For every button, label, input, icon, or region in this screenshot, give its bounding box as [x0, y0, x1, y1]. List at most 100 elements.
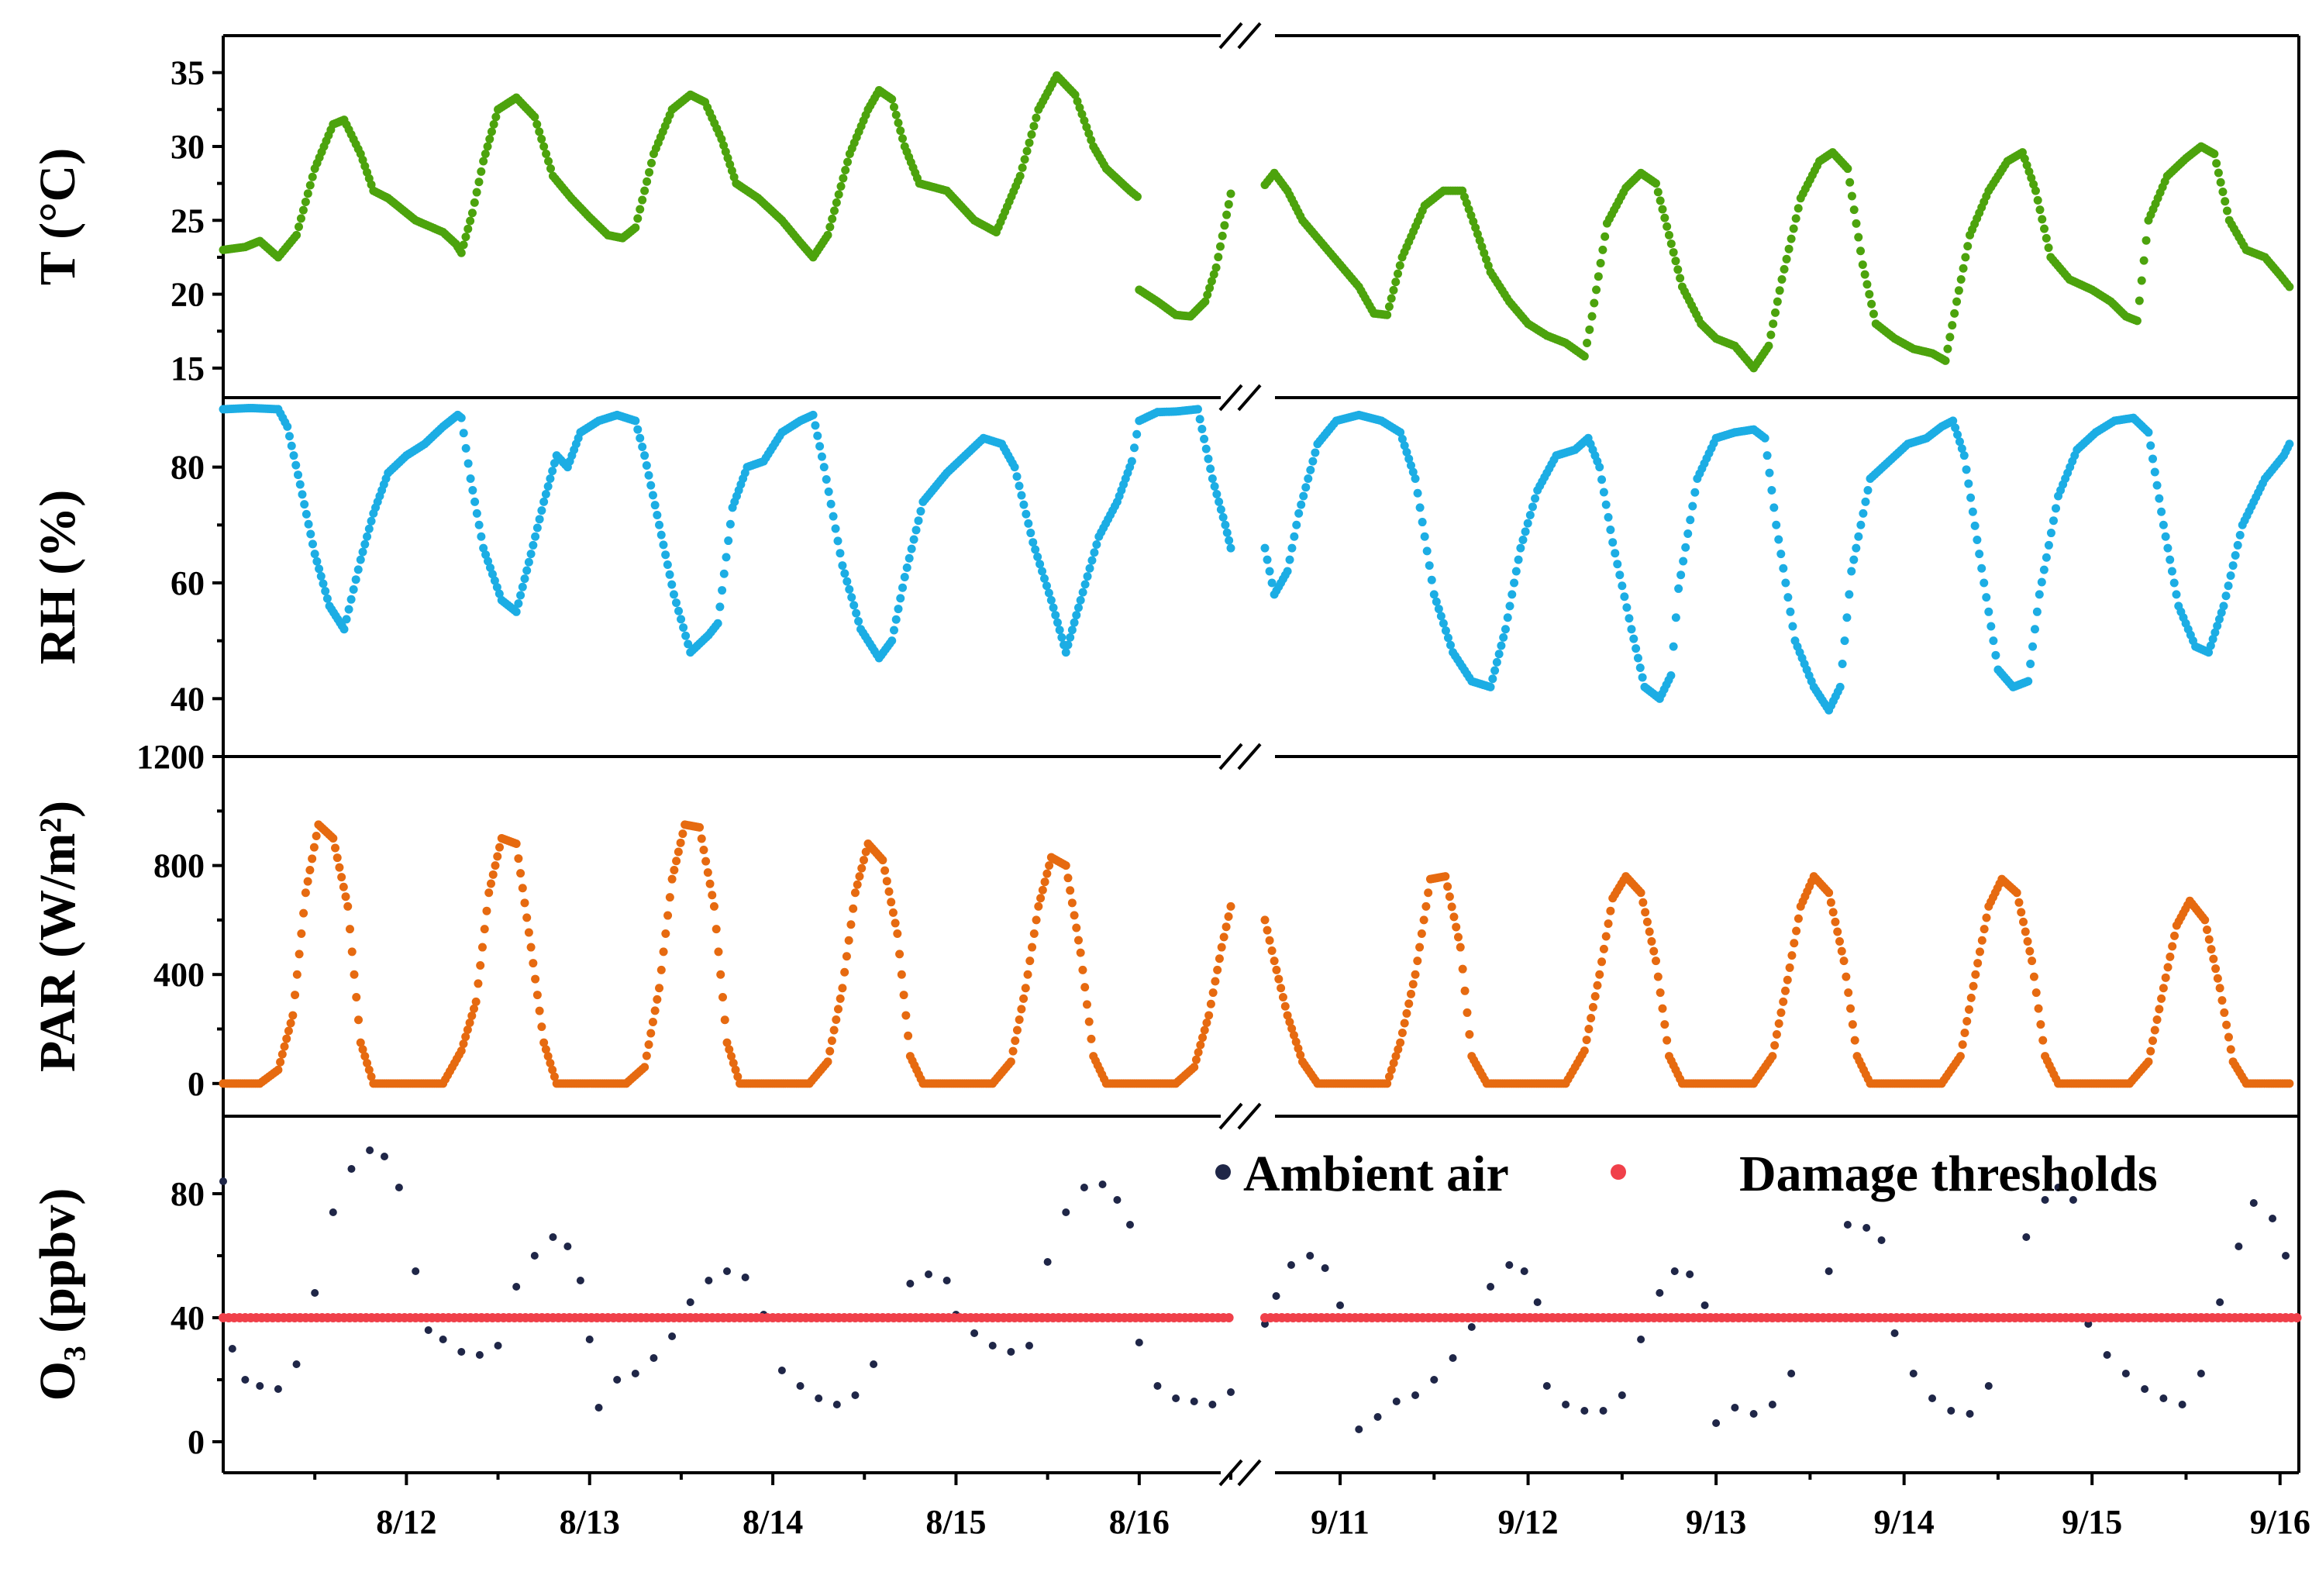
- data-point: [1038, 567, 1047, 576]
- data-point: [530, 112, 539, 122]
- data-point: [1850, 1036, 1859, 1045]
- data-point: [1641, 908, 1650, 917]
- data-point: [1265, 567, 1274, 576]
- data-point: [1863, 485, 1873, 495]
- data-point: [1274, 974, 1284, 984]
- data-point: [280, 1042, 289, 1051]
- data-point: [1439, 619, 1448, 628]
- data-point: [2022, 1233, 2031, 1241]
- data-point: [970, 1329, 979, 1337]
- axis-break-mark: [1218, 22, 1243, 50]
- data-point: [1790, 939, 1799, 948]
- data-point: [1690, 488, 1700, 497]
- data-point: [2214, 168, 2223, 178]
- data-point: [1070, 90, 1080, 99]
- data-point: [670, 865, 679, 874]
- data-point: [1948, 321, 1957, 330]
- data-point: [1649, 946, 1659, 956]
- x-tick-label: 8/13: [560, 1503, 620, 1541]
- series-ozone-3: [1260, 1313, 2302, 1322]
- y-axis-title: O₃ (ppbv): [29, 1188, 86, 1401]
- data-point: [472, 188, 481, 197]
- data-point: [274, 1385, 282, 1393]
- data-point: [1036, 894, 1046, 903]
- data-point: [1287, 1024, 1297, 1033]
- data-point: [825, 222, 835, 232]
- data-point: [1592, 285, 1601, 295]
- data-point: [895, 950, 905, 959]
- y-tick-label: 30: [171, 128, 205, 166]
- data-point: [1006, 1057, 1015, 1067]
- data-point: [1669, 642, 1678, 651]
- data-point: [524, 928, 533, 937]
- data-point: [491, 861, 500, 870]
- data-point: [1227, 1388, 1235, 1396]
- data-point: [1044, 588, 1053, 598]
- data-point: [1415, 503, 1425, 512]
- data-point: [576, 1277, 584, 1284]
- data-point: [697, 834, 706, 843]
- data-point: [891, 615, 901, 624]
- data-point: [276, 1057, 285, 1067]
- data-point: [846, 920, 856, 929]
- data-point: [2052, 504, 2061, 513]
- data-point: [356, 1038, 365, 1047]
- data-point: [1066, 886, 1075, 895]
- data-point: [2163, 543, 2173, 553]
- data-point: [1629, 634, 1638, 643]
- data-point: [1671, 613, 1680, 622]
- data-point: [1637, 1336, 1645, 1343]
- data-point: [1848, 1020, 1857, 1029]
- data-point: [1456, 943, 1465, 952]
- data-point: [1947, 1407, 1955, 1415]
- data-point: [655, 520, 664, 529]
- data-point: [827, 1036, 836, 1046]
- data-point: [1772, 1030, 1781, 1039]
- data-point: [708, 891, 717, 900]
- data-point: [896, 594, 905, 603]
- data-point: [1700, 1301, 1709, 1309]
- data-point: [1858, 260, 1867, 269]
- data-point: [1792, 926, 1801, 936]
- data-point: [1749, 1410, 1758, 1418]
- data-point: [532, 119, 542, 129]
- data-point: [1098, 1181, 1107, 1188]
- data-point: [1277, 984, 1286, 993]
- data-point: [294, 471, 303, 480]
- data-point: [1019, 994, 1029, 1003]
- data-point: [1780, 264, 1789, 274]
- data-point: [341, 892, 350, 901]
- data-point: [479, 543, 488, 553]
- data-point: [1195, 415, 1204, 424]
- data-point: [1078, 965, 1087, 974]
- data-point: [1025, 138, 1034, 147]
- data-point: [815, 1394, 823, 1402]
- data-point: [1611, 549, 1620, 558]
- data-point: [1084, 129, 1094, 138]
- data-point: [2033, 195, 2042, 205]
- data-point: [1835, 682, 1845, 691]
- data-point: [836, 181, 846, 191]
- data-point: [1218, 231, 1227, 240]
- data-point: [2103, 1351, 2111, 1359]
- data-point: [640, 186, 650, 195]
- data-point: [832, 1401, 841, 1408]
- data-point: [1580, 1407, 1589, 1415]
- data-point: [655, 984, 664, 993]
- axis-break-mark: [1237, 384, 1262, 412]
- data-point: [1980, 578, 1989, 588]
- data-point: [1272, 965, 1281, 974]
- data-point: [283, 422, 292, 431]
- data-point: [1216, 505, 1225, 514]
- data-point: [1017, 491, 1026, 500]
- data-point: [1063, 640, 1073, 650]
- data-point: [1289, 1031, 1298, 1040]
- data-point: [2026, 660, 2035, 669]
- data-point: [1783, 975, 1792, 984]
- axis-break-mark: [1237, 743, 1262, 770]
- data-point: [1794, 204, 1803, 213]
- data-point: [2042, 553, 2051, 562]
- data-point: [1596, 259, 1605, 268]
- data-point: [1297, 500, 1306, 509]
- data-point: [1945, 333, 1955, 342]
